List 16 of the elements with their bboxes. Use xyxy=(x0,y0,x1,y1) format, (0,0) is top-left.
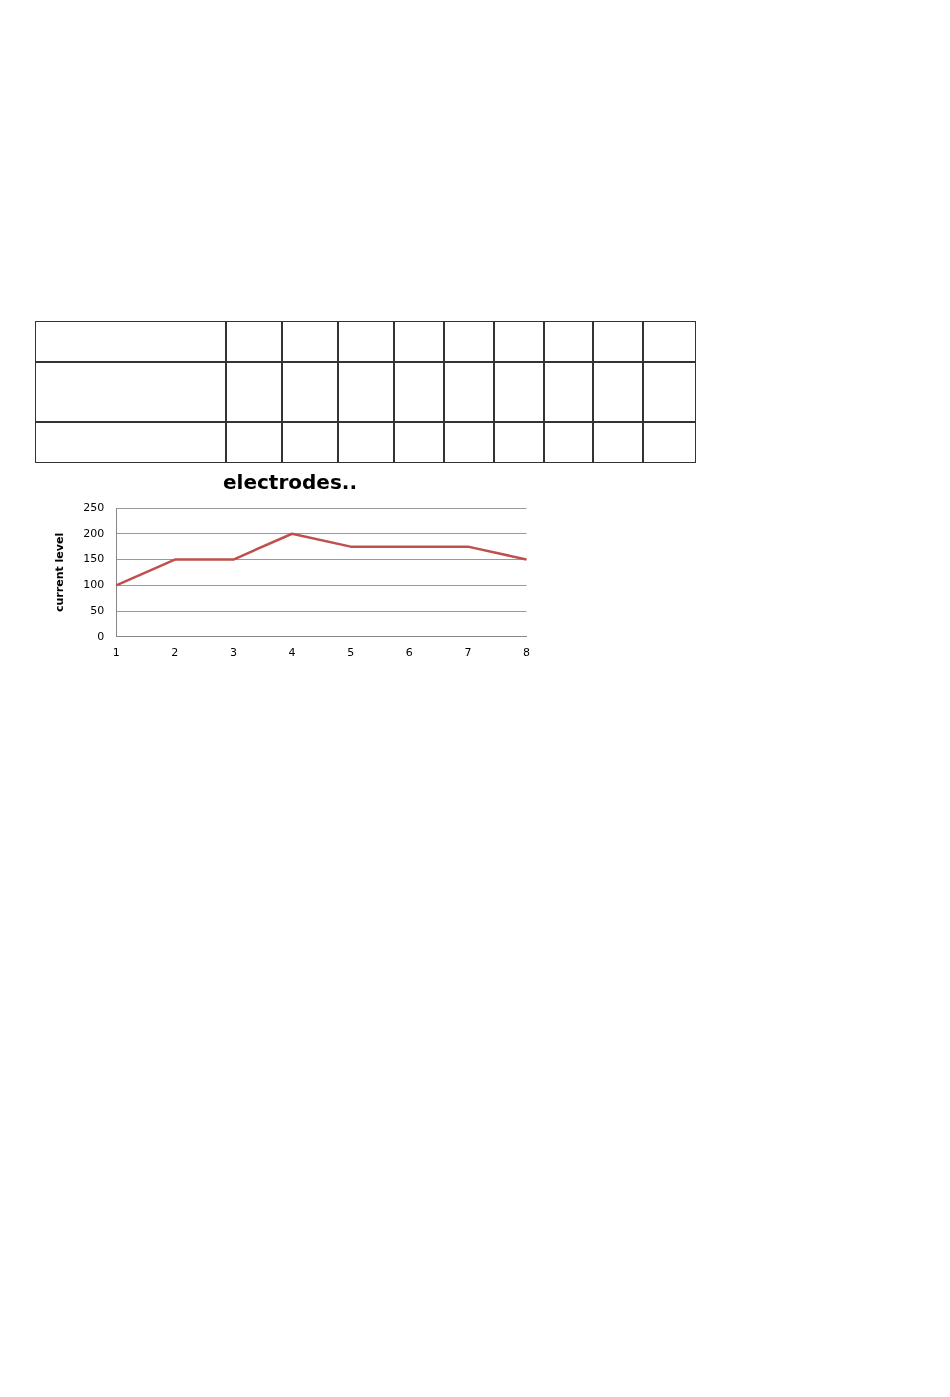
x-tick-label: 7 xyxy=(464,646,472,660)
x-tick-label: 3 xyxy=(229,646,237,660)
y-axis-title: current level xyxy=(53,532,67,613)
x-tick-label: 8 xyxy=(523,646,530,660)
x-tick-label: 6 xyxy=(405,646,413,660)
x-tick-label: 2 xyxy=(171,646,179,660)
chart-title: electrodes.. xyxy=(223,470,357,495)
y-tick-label: 100 xyxy=(83,578,105,592)
y-tick-label: 200 xyxy=(83,526,105,540)
y-tick-label: 250 xyxy=(83,500,105,514)
x-tick-label: 5 xyxy=(347,646,355,660)
y-tick-label: 150 xyxy=(83,552,105,566)
y-tick-label: 50 xyxy=(90,603,105,617)
x-tick-label: 4 xyxy=(288,646,296,660)
y-tick-label: 0 xyxy=(97,629,105,643)
x-tick-label: 1 xyxy=(112,646,120,660)
